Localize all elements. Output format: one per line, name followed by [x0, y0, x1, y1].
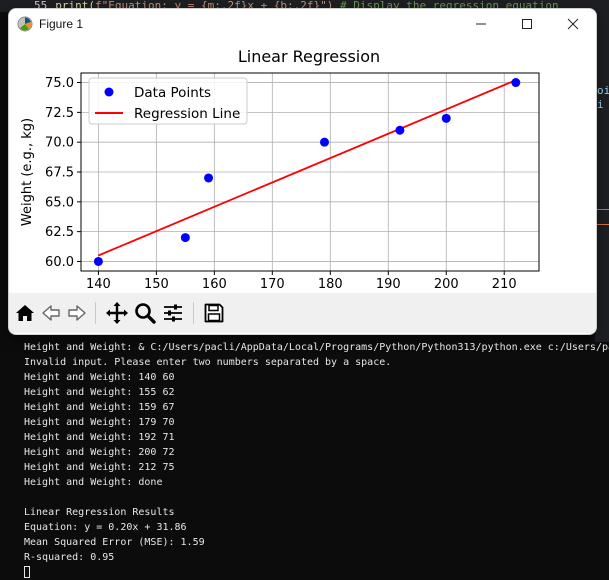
terminal-line: Linear Regression Results	[24, 507, 175, 518]
minimize-button[interactable]	[458, 9, 504, 39]
editor-right-peek: oi i	[595, 12, 609, 342]
save-button[interactable]	[202, 301, 226, 325]
save-icon	[204, 303, 224, 323]
toolbar-separator	[95, 302, 96, 324]
navigation-toolbar	[9, 293, 596, 333]
forward-icon	[68, 305, 86, 321]
terminal-line: Invalid input. Please enter two numbers …	[24, 357, 392, 368]
x-tick-label: 180	[318, 277, 343, 292]
chart-title: Linear Regression	[238, 47, 380, 66]
data-point	[180, 233, 190, 243]
code-string: f"Equation: y = {m:.2f}x + {b:.2f}")	[95, 0, 334, 12]
terminal-line: Height and Weight: 192 71	[24, 432, 175, 443]
terminal-line: Mean Squared Error (MSE): 1.59	[24, 537, 205, 548]
home-button[interactable]	[13, 301, 37, 325]
data-point	[395, 125, 405, 135]
data-point	[441, 113, 451, 123]
terminal-line: Height and Weight: 155 62	[24, 387, 175, 398]
configure-subplots-icon	[164, 304, 182, 322]
legend: Data Points Regression Line	[88, 77, 248, 125]
back-icon	[42, 305, 60, 321]
legend-label-regression-line: Regression Line	[134, 106, 240, 122]
terminal-line: Height and Weight: & C:/Users/pacli/AppD…	[24, 342, 609, 353]
y-tick-label: 70.0	[45, 136, 74, 151]
matplotlib-app-icon	[17, 16, 33, 32]
editor-peek-text-2: i	[597, 98, 604, 111]
data-point	[93, 256, 103, 266]
forward-button[interactable]	[65, 301, 89, 325]
y-tick-label: 65.0	[45, 195, 74, 210]
x-tick-label: 190	[376, 277, 401, 292]
zoom-icon	[135, 303, 156, 324]
x-tick-label: 140	[86, 277, 111, 292]
y-axis-label: Weight (e.g., kg)	[20, 118, 35, 226]
y-tick-label: 62.5	[45, 225, 74, 240]
close-icon	[567, 18, 579, 30]
editor-peek-divider-2	[595, 224, 609, 225]
window-titlebar[interactable]: Figure 1	[9, 9, 596, 39]
legend-box	[88, 77, 248, 125]
data-point	[319, 137, 329, 147]
home-icon	[16, 305, 34, 321]
x-tick-label: 200	[434, 277, 459, 292]
y-tick-label: 67.5	[45, 166, 74, 181]
terminal-line: Height and Weight: 200 72	[24, 447, 175, 458]
legend-marker-data-points	[104, 87, 114, 97]
pan-icon	[106, 302, 128, 324]
series-layer	[93, 78, 521, 266]
axes-frame	[80, 72, 540, 272]
terminal-output[interactable]: Height and Weight: & C:/Users/pacli/AppD…	[24, 340, 609, 580]
y-tick-label: 60.0	[45, 255, 74, 270]
plot-canvas[interactable]: Linear Regression 140 150 160 170 180 190 200 2…	[9, 39, 596, 293]
y-tick-label: 72.5	[45, 106, 74, 121]
code-comment: # Display the regression equation	[340, 0, 559, 12]
terminal-line	[24, 490, 609, 505]
maximize-icon	[522, 19, 532, 29]
data-point	[204, 173, 214, 183]
zoom-button[interactable]	[133, 301, 157, 325]
ticks-layer: 140 150 160 170 180 190 200 210 60.0 62.5 65.0 67.5…	[45, 76, 517, 292]
legend-label-data-points: Data Points	[134, 85, 211, 101]
close-button[interactable]	[550, 9, 596, 39]
x-tick-label: 210	[492, 277, 517, 292]
toolbar-separator	[193, 302, 194, 324]
terminal-line: R-squared: 0.95	[24, 552, 115, 563]
editor-peek-divider	[595, 209, 609, 210]
x-tick-label: 150	[144, 277, 169, 292]
terminal-line: Height and Weight: 212 75	[24, 462, 175, 473]
terminal-line: Height and Weight: done	[24, 477, 163, 488]
line-number: 55	[34, 0, 48, 12]
pan-button[interactable]	[105, 301, 129, 325]
maximize-button[interactable]	[504, 9, 550, 39]
regression-line	[98, 79, 517, 257]
x-tick-label: 160	[202, 277, 227, 292]
window-title: Figure 1	[39, 17, 84, 31]
code-function: print(	[55, 0, 95, 12]
terminal-line: Height and Weight: 159 67	[24, 402, 175, 413]
x-tick-label: 170	[260, 277, 285, 292]
data-point	[511, 78, 521, 88]
terminal-line: Height and Weight: 179 70	[24, 417, 175, 428]
configure-subplots-button[interactable]	[161, 301, 185, 325]
terminal-cursor	[24, 566, 30, 578]
figure-window[interactable]: Figure 1 Linear Regression 140 150 160 170 1…	[8, 8, 597, 335]
editor-peek-text-1: oi	[597, 84, 609, 97]
terminal-line: Height and Weight: 140 60	[24, 372, 175, 383]
y-tick-label: 75.0	[45, 76, 74, 91]
back-button[interactable]	[39, 301, 63, 325]
terminal-line: Equation: y = 0.20x + 31.86	[24, 522, 187, 533]
minimize-icon	[476, 23, 486, 25]
